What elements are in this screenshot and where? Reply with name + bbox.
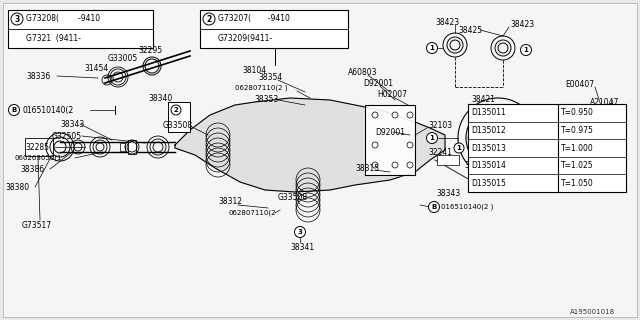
Text: 32241: 32241 [428, 148, 452, 156]
Text: G32505: G32505 [52, 132, 82, 140]
Circle shape [171, 105, 181, 115]
Text: G33508: G33508 [163, 121, 193, 130]
Bar [200, 10, 348, 48]
Text: 1: 1 [456, 145, 461, 151]
Text: 38423: 38423 [510, 20, 534, 28]
Bar [168, 102, 190, 132]
Text: B: B [431, 204, 436, 210]
Text: 2: 2 [173, 107, 179, 113]
Text: A21047: A21047 [590, 98, 620, 107]
Text: G73208(        -9410: G73208( -9410 [26, 13, 100, 22]
Text: 38341: 38341 [290, 244, 314, 252]
Text: 016510140(2 ): 016510140(2 ) [441, 204, 493, 210]
Text: H02007: H02007 [377, 90, 407, 99]
Text: 38336: 38336 [26, 71, 51, 81]
Text: G73209(9411-: G73209(9411- [218, 34, 273, 43]
Bar [8, 10, 153, 48]
Circle shape [294, 227, 305, 237]
Text: G33508: G33508 [278, 194, 308, 203]
Circle shape [8, 105, 19, 116]
Text: D135013: D135013 [471, 143, 506, 153]
Text: 2: 2 [206, 14, 212, 23]
Polygon shape [175, 98, 445, 192]
Text: 32285: 32285 [25, 142, 49, 151]
Text: E00407: E00407 [565, 79, 594, 89]
Text: A195001018: A195001018 [570, 309, 615, 315]
Text: G7321  (9411-: G7321 (9411- [26, 34, 81, 43]
Text: 38423: 38423 [435, 18, 459, 27]
Text: 062807110(2 ): 062807110(2 ) [235, 85, 287, 91]
Text: D92001: D92001 [363, 78, 393, 87]
Text: 38380: 38380 [5, 182, 29, 191]
Text: 38315: 38315 [355, 164, 379, 172]
Text: 38421: 38421 [471, 94, 495, 103]
Text: G33005: G33005 [108, 53, 138, 62]
Text: 38353: 38353 [254, 94, 278, 103]
Text: 32295: 32295 [138, 45, 162, 54]
Text: T=1.000: T=1.000 [561, 143, 594, 153]
Text: T=0.950: T=0.950 [561, 108, 594, 117]
Text: D92001: D92001 [375, 127, 405, 137]
Bar [128, 140, 136, 154]
Text: T=1.025: T=1.025 [561, 161, 594, 170]
Bar [25, 138, 53, 156]
Circle shape [429, 202, 440, 212]
Polygon shape [365, 105, 415, 175]
Text: D135012: D135012 [471, 126, 506, 135]
Text: G73517: G73517 [22, 220, 52, 229]
Bar [437, 155, 459, 165]
Text: D135011: D135011 [471, 108, 506, 117]
Text: 1: 1 [429, 135, 435, 141]
Text: 38354: 38354 [258, 73, 282, 82]
Circle shape [520, 44, 531, 55]
Text: 38386: 38386 [20, 164, 44, 173]
Circle shape [203, 13, 215, 25]
Text: 38425: 38425 [458, 26, 482, 35]
Text: 38312: 38312 [218, 197, 242, 206]
Text: D135014: D135014 [471, 161, 506, 170]
Circle shape [426, 132, 438, 143]
Text: 31454: 31454 [84, 63, 108, 73]
Text: A60803: A60803 [348, 68, 378, 76]
Text: 1: 1 [524, 47, 529, 53]
Text: D135015: D135015 [471, 179, 506, 188]
Text: 38104: 38104 [242, 66, 266, 75]
Bar [468, 104, 626, 192]
Text: 3: 3 [14, 14, 20, 23]
Circle shape [454, 143, 464, 153]
Circle shape [426, 43, 438, 53]
Text: 016510140(2: 016510140(2 [22, 106, 73, 115]
Text: 32103: 32103 [428, 121, 452, 130]
Text: 38343: 38343 [436, 189, 460, 198]
Text: 060263050(1: 060263050(1 [14, 155, 61, 161]
Text: T=1.050: T=1.050 [561, 179, 594, 188]
Text: 38340: 38340 [148, 93, 172, 102]
Text: G73207(       -9410: G73207( -9410 [218, 13, 290, 22]
Text: T=0.975: T=0.975 [561, 126, 594, 135]
Text: 062807110(2: 062807110(2 [228, 210, 275, 216]
Text: 38343: 38343 [60, 119, 84, 129]
Circle shape [11, 13, 23, 25]
Text: 38421: 38421 [464, 161, 488, 170]
Bar [120, 143, 125, 151]
Text: 3: 3 [298, 229, 303, 235]
Text: 1: 1 [429, 45, 435, 51]
Text: B: B [12, 107, 17, 113]
